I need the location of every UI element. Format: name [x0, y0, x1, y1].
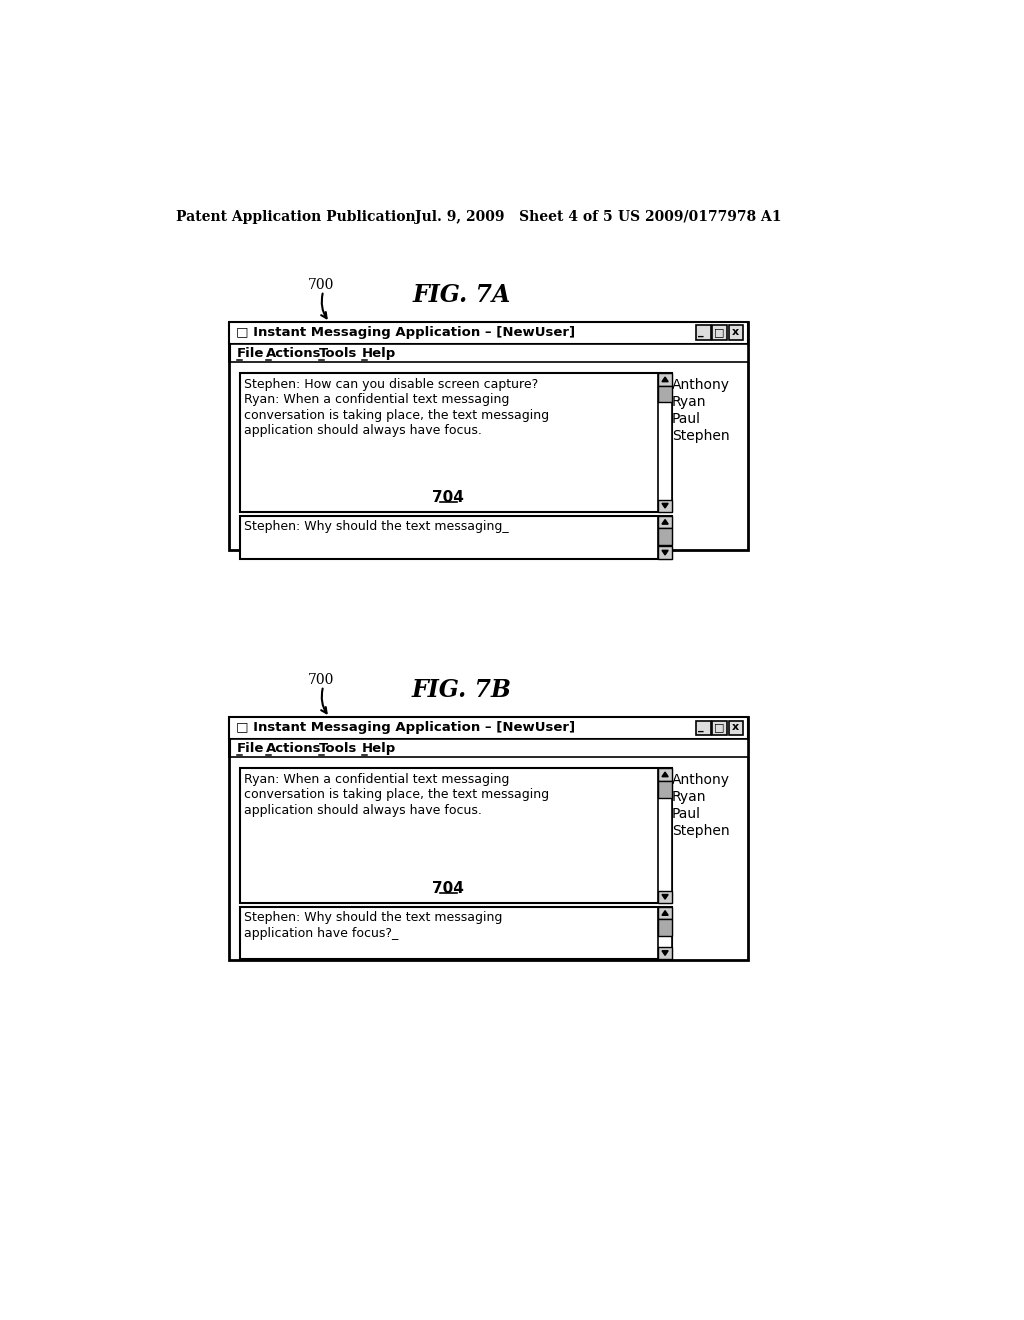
Polygon shape	[662, 911, 669, 915]
Text: conversation is taking place, the text messaging: conversation is taking place, the text m…	[245, 409, 549, 421]
Bar	[658, 946, 672, 960]
Text: application have focus?_: application have focus?_	[245, 927, 398, 940]
Bar	[658, 907, 672, 919]
Text: Ryan: When a confidential text messaging: Ryan: When a confidential text messaging	[245, 393, 510, 407]
Bar	[240, 768, 672, 903]
Text: File: File	[237, 742, 264, 755]
Text: Actions: Actions	[266, 347, 322, 360]
Bar	[713, 721, 727, 735]
Text: Paul: Paul	[672, 412, 701, 426]
Text: 704: 704	[432, 490, 464, 506]
Bar	[729, 326, 743, 341]
Bar	[228, 739, 748, 758]
Text: □ Instant Messaging Application – [NewUser]: □ Instant Messaging Application – [NewUs…	[237, 721, 575, 734]
Text: Patent Application Publication: Patent Application Publication	[176, 210, 416, 224]
Bar	[228, 322, 748, 549]
Polygon shape	[662, 503, 669, 508]
Bar	[228, 718, 748, 739]
Text: application should always have focus.: application should always have focus.	[245, 804, 482, 817]
Text: □: □	[714, 327, 724, 337]
Text: conversation is taking place, the text messaging: conversation is taking place, the text m…	[245, 788, 549, 801]
Text: Stephen: Stephen	[672, 429, 730, 442]
Text: Actions: Actions	[266, 742, 322, 755]
Polygon shape	[662, 550, 669, 554]
Bar	[240, 907, 672, 960]
Text: Tools: Tools	[318, 742, 357, 755]
Text: Ryan: Ryan	[672, 395, 707, 409]
Bar	[658, 528, 672, 545]
Text: 700: 700	[308, 673, 334, 686]
Text: Ryan: Ryan	[672, 789, 707, 804]
Text: US 2009/0177978 A1: US 2009/0177978 A1	[617, 210, 781, 224]
Text: 704: 704	[432, 882, 464, 896]
Bar	[240, 516, 672, 558]
Bar	[658, 919, 672, 936]
Text: FIG. 7A: FIG. 7A	[412, 284, 510, 308]
Text: Stephen: Why should the text messaging_: Stephen: Why should the text messaging_	[245, 520, 509, 533]
Text: □ Instant Messaging Application – [NewUser]: □ Instant Messaging Application – [NewUs…	[237, 326, 575, 339]
Text: Help: Help	[362, 347, 396, 360]
Polygon shape	[662, 772, 669, 776]
Bar	[696, 326, 711, 341]
Text: 700: 700	[308, 277, 334, 292]
Text: Ryan: When a confidential text messaging: Ryan: When a confidential text messaging	[245, 774, 510, 785]
Bar	[658, 546, 672, 558]
Text: Stephen: How can you disable screen capture?: Stephen: How can you disable screen capt…	[245, 378, 539, 391]
Text: x: x	[732, 722, 739, 733]
Text: Stephen: Stephen	[672, 824, 730, 838]
Bar	[658, 499, 672, 512]
Text: Tools: Tools	[318, 347, 357, 360]
Bar	[658, 907, 672, 960]
Text: _: _	[698, 327, 705, 337]
Text: _: _	[698, 722, 705, 733]
Bar	[729, 721, 743, 735]
Bar	[658, 374, 672, 385]
Bar	[240, 374, 672, 512]
Bar	[658, 516, 672, 528]
Bar	[658, 780, 672, 797]
Text: Jul. 9, 2009   Sheet 4 of 5: Jul. 9, 2009 Sheet 4 of 5	[415, 210, 612, 224]
Bar	[713, 326, 727, 341]
Polygon shape	[662, 950, 669, 956]
Text: FIG. 7B: FIG. 7B	[412, 678, 511, 702]
Bar	[658, 768, 672, 903]
Bar	[658, 768, 672, 780]
Bar	[658, 385, 672, 403]
Bar	[228, 718, 748, 960]
Bar	[696, 721, 711, 735]
Text: File: File	[237, 347, 264, 360]
Text: Anthony: Anthony	[672, 378, 730, 392]
Text: x: x	[732, 327, 739, 337]
Bar	[658, 374, 672, 512]
Text: application should always have focus.: application should always have focus.	[245, 424, 482, 437]
Text: □: □	[714, 722, 724, 733]
Bar	[658, 891, 672, 903]
Polygon shape	[662, 520, 669, 524]
Text: Stephen: Why should the text messaging: Stephen: Why should the text messaging	[245, 911, 503, 924]
Bar	[658, 516, 672, 558]
Text: Help: Help	[362, 742, 396, 755]
Bar	[228, 322, 748, 345]
Polygon shape	[662, 378, 669, 381]
Text: Paul: Paul	[672, 807, 701, 821]
Bar	[228, 345, 748, 363]
Polygon shape	[662, 895, 669, 899]
Text: Anthony: Anthony	[672, 774, 730, 787]
